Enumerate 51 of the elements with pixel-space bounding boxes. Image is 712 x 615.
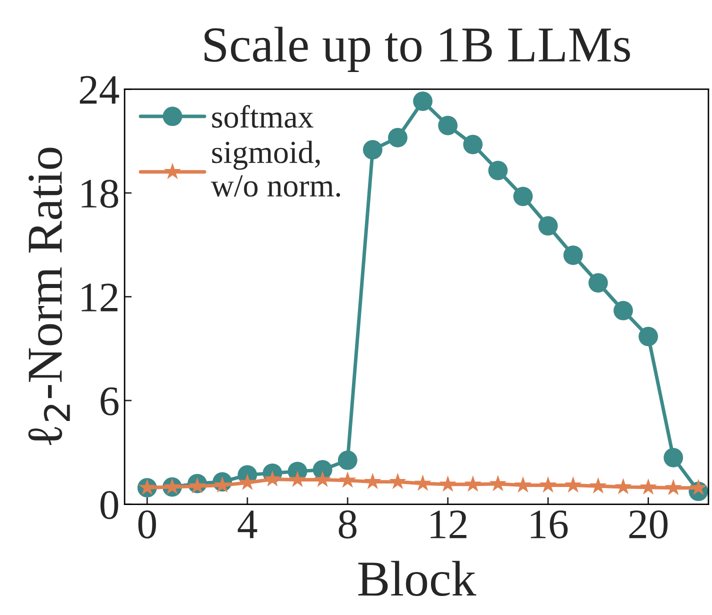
point xyxy=(238,474,256,490)
y-tick-label: 24 xyxy=(80,76,120,104)
point xyxy=(389,472,406,490)
x-tick-label: 20 xyxy=(629,510,668,538)
y-tick-label: 12 xyxy=(82,284,118,312)
point xyxy=(388,128,408,148)
point xyxy=(590,477,607,494)
point xyxy=(188,477,206,494)
x-tick-label: 8 xyxy=(338,510,356,538)
legend-label: softmax xyxy=(212,105,314,128)
x-tick-label: 12 xyxy=(430,510,466,538)
point xyxy=(364,472,382,490)
chart-title: Scale up to 1B LLMs xyxy=(204,26,630,72)
point xyxy=(690,478,708,496)
point xyxy=(664,448,684,468)
point xyxy=(288,470,306,488)
point xyxy=(439,475,456,492)
y-axis-title: ℓ$_{2}$-Norm Ratio xyxy=(28,148,70,446)
point xyxy=(362,140,382,160)
point xyxy=(489,474,507,492)
y-tick-label: 0 xyxy=(100,491,118,520)
x-axis-title: Block xyxy=(358,560,476,596)
x-tick-label: 0 xyxy=(138,510,156,538)
point xyxy=(564,476,582,493)
legend-label: sigmoid, w/o norm. xyxy=(210,140,340,197)
point xyxy=(339,471,356,488)
point xyxy=(414,474,432,491)
point xyxy=(214,476,231,493)
y-tick-label: 18 xyxy=(82,180,118,208)
point xyxy=(513,186,533,206)
x-tick-label: 16 xyxy=(530,510,568,538)
point xyxy=(664,478,682,496)
point xyxy=(614,300,633,320)
point xyxy=(638,326,658,346)
point xyxy=(264,470,282,487)
point xyxy=(464,475,482,492)
point xyxy=(614,478,632,494)
point xyxy=(640,478,657,495)
x-tick-label: 4 xyxy=(238,510,258,538)
point xyxy=(563,246,583,265)
point xyxy=(488,160,508,180)
point xyxy=(514,476,532,493)
point xyxy=(588,273,608,293)
point xyxy=(413,92,433,112)
point xyxy=(463,134,483,154)
point xyxy=(538,216,558,236)
point xyxy=(314,470,332,488)
point xyxy=(338,450,358,470)
y-tick-label: 6 xyxy=(100,387,118,416)
point xyxy=(438,116,458,136)
point xyxy=(539,476,557,493)
